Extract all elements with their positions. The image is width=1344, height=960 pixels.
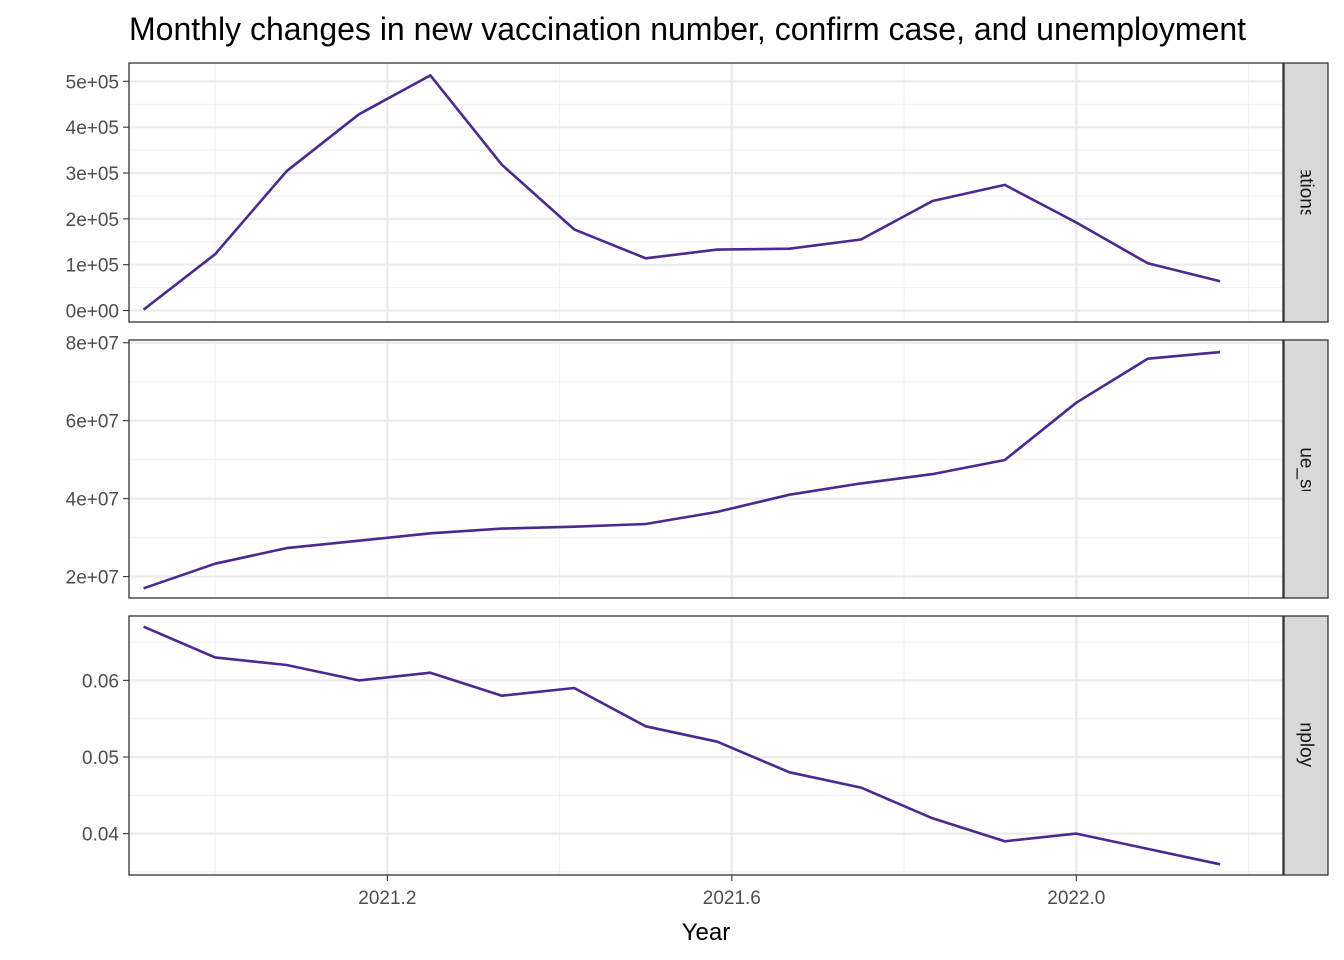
- y-tick-label: 2e+05: [66, 210, 119, 231]
- series-line: [143, 350, 1221, 590]
- panels-layer: 0e+00 1e+05 2e+05 3e+05 4e+05 5e+05 ily_vaccin…: [66, 62, 1329, 876]
- panel-background: [129, 63, 1283, 322]
- facet-strip: [1283, 339, 1329, 599]
- y-tick-label: 5e+05: [66, 72, 119, 93]
- y-tick-label: 6e+07: [66, 412, 119, 433]
- facet-strip-label: value_sum: [1296, 423, 1317, 515]
- facet-strip-label: ily_vaccinations_per_milli: [1296, 85, 1317, 299]
- y-tick-label: 2e+07: [66, 568, 119, 589]
- y-tick-label: 4e+07: [66, 490, 119, 511]
- y-tick-label: 3e+05: [66, 164, 119, 185]
- panel-3: 0.04 0.05 0.06 Unemployment: [82, 615, 1329, 876]
- y-tick-label: 0e+00: [66, 302, 119, 323]
- panel-1: 0e+00 1e+05 2e+05 3e+05 4e+05 5e+05 ily_vaccin…: [66, 62, 1329, 323]
- y-tick-label: 8e+07: [66, 334, 119, 355]
- x-axis: 2021.2 2021.6 2022.0: [358, 875, 1105, 909]
- panel-background: [129, 340, 1283, 598]
- facet-strip: [1283, 62, 1329, 323]
- panel-border: [128, 615, 1284, 876]
- panel-border: [128, 62, 1284, 323]
- series-line: [143, 625, 1221, 866]
- panel-border: [128, 339, 1284, 599]
- x-tick-label: 2022.0: [1047, 888, 1105, 909]
- chart-title: Monthly changes in new vaccination numbe…: [129, 11, 1246, 47]
- x-tick-label: 2021.6: [703, 888, 761, 909]
- panel-background: [129, 616, 1283, 875]
- series-line: [142, 74, 1221, 311]
- facet-strip: [1283, 615, 1329, 876]
- y-tick-label: 1e+05: [66, 256, 119, 277]
- y-tick-label: 0.06: [82, 671, 119, 692]
- x-axis-title: Year: [682, 919, 731, 946]
- y-tick-label: 4e+05: [66, 118, 119, 139]
- x-tick-label: 2021.2: [358, 888, 416, 909]
- y-tick-label: 0.04: [82, 825, 119, 846]
- y-tick-label: 0.05: [82, 748, 119, 769]
- panel-2: 2e+07 4e+07 6e+07 8e+07 value_sum: [66, 334, 1329, 599]
- facet-strip-label: Unemployment: [1296, 682, 1317, 810]
